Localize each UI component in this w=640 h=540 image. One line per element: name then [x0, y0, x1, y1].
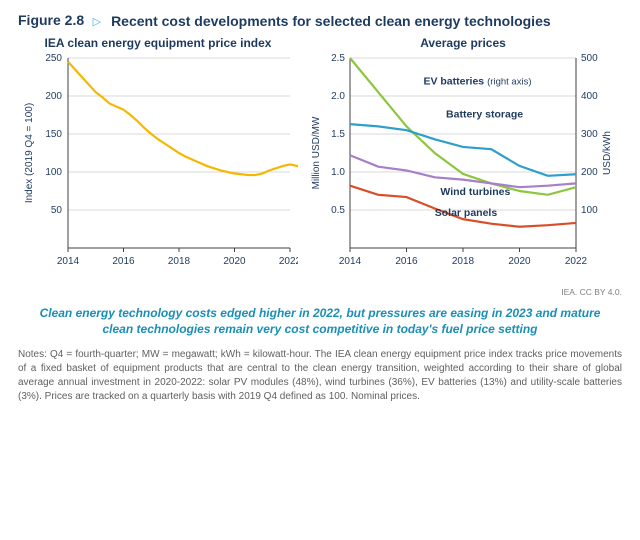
svg-text:500: 500 — [581, 53, 598, 64]
figure-header: Figure 2.8 ▷ Recent cost developments fo… — [18, 12, 622, 30]
solar-panels-label: Solar panels — [435, 207, 498, 219]
left-chart: IEA clean energy equipment price index 5… — [18, 36, 298, 285]
svg-text:2016: 2016 — [112, 256, 135, 267]
left-chart-title: IEA clean energy equipment price index — [18, 36, 298, 50]
svg-text:2014: 2014 — [339, 256, 362, 267]
wind-turbines-line — [350, 155, 576, 187]
svg-text:100: 100 — [45, 167, 62, 178]
svg-text:2020: 2020 — [223, 256, 246, 267]
svg-text:2018: 2018 — [452, 256, 475, 267]
svg-text:Million USD/MW: Million USD/MW — [311, 116, 322, 189]
notes-text: Notes: Q4 = fourth-quarter; MW = megawat… — [18, 348, 622, 404]
svg-text:USD/kWh: USD/kWh — [602, 131, 613, 175]
svg-text:1.0: 1.0 — [331, 167, 345, 178]
right-chart-svg: 0.5 1.0 1.5 2.0 2.5 100 200 300 400 500 2014 2016 20… — [308, 52, 618, 280]
svg-text:Index (2019 Q4 = 100): Index (2019 Q4 = 100) — [24, 103, 35, 203]
svg-text:250: 250 — [45, 53, 62, 64]
left-chart-svg: 50 100 150 200 250 2014 2016 2018 2020 2022 Index … — [18, 52, 298, 280]
attribution-text: IEA. CC BY 4.0. — [18, 287, 622, 297]
svg-text:400: 400 — [581, 91, 598, 102]
right-chart: Average prices 0.5 1.0 1.5 2.0 2.5 100 200 300 4… — [308, 36, 618, 285]
svg-text:2018: 2018 — [168, 256, 191, 267]
battery-storage-label: Battery storage — [446, 108, 523, 120]
ev-batteries-label: EV batteries(right axis) — [423, 76, 531, 88]
right-chart-title: Average prices — [308, 36, 618, 50]
triangle-marker-icon: ▷ — [93, 16, 101, 28]
charts-row: IEA clean energy equipment price index 5… — [18, 36, 622, 285]
svg-text:300: 300 — [581, 129, 598, 140]
figure-number-text: Figure 2.8 — [18, 12, 84, 28]
svg-text:2.5: 2.5 — [331, 53, 345, 64]
svg-text:2.0: 2.0 — [331, 91, 345, 102]
svg-text:200: 200 — [45, 91, 62, 102]
figure-number: Figure 2.8 ▷ — [18, 12, 101, 30]
svg-text:150: 150 — [45, 129, 62, 140]
svg-text:100: 100 — [581, 205, 598, 216]
summary-text: Clean energy technology costs edged high… — [26, 305, 614, 337]
index-line — [68, 62, 298, 175]
svg-text:2020: 2020 — [508, 256, 531, 267]
svg-text:50: 50 — [51, 205, 63, 216]
svg-text:0.5: 0.5 — [331, 205, 345, 216]
svg-text:1.5: 1.5 — [331, 129, 345, 140]
svg-text:2014: 2014 — [57, 256, 80, 267]
svg-text:2016: 2016 — [395, 256, 418, 267]
svg-text:2022: 2022 — [279, 256, 298, 267]
svg-text:2022: 2022 — [565, 256, 588, 267]
figure-title: Recent cost developments for selected cl… — [111, 12, 551, 30]
svg-text:200: 200 — [581, 167, 598, 178]
wind-turbines-label: Wind turbines — [440, 186, 510, 198]
